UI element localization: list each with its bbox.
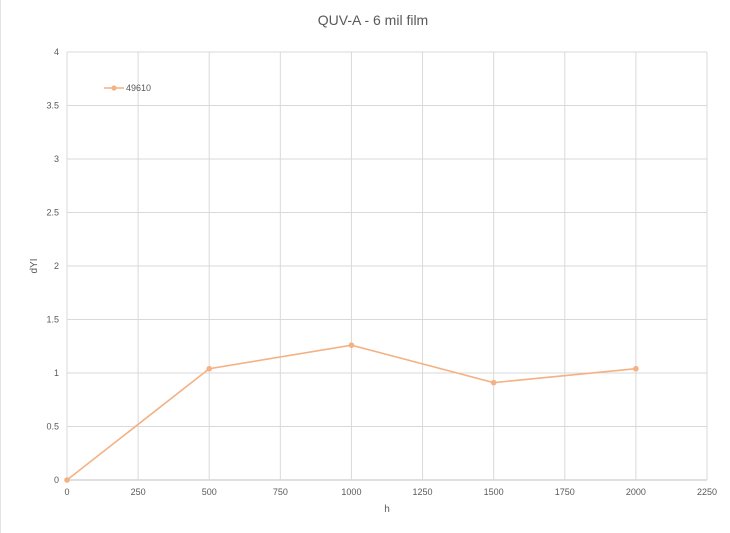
x-tick-label: 2000 <box>626 487 646 497</box>
series-layer <box>64 342 639 483</box>
x-tick-label: 2250 <box>697 487 717 497</box>
data-point <box>206 365 213 372</box>
x-tick-label: 1500 <box>484 487 504 497</box>
data-point <box>348 342 355 348</box>
y-tick-label: 1.5 <box>46 315 59 325</box>
y-tick-label: 4 <box>54 47 59 57</box>
y-tick-label: 2.5 <box>46 208 59 218</box>
x-tick-label: 250 <box>131 487 146 497</box>
y-axis-label: dYI <box>29 258 40 273</box>
y-tick-label: 0 <box>54 475 59 485</box>
tick-labels: 0 0.5 1 1.5 2 2.5 3 3.5 4 0 250 500 750 1000 1250 1500 1… <box>46 47 717 497</box>
x-tick-label: 1000 <box>341 487 361 497</box>
y-tick-label: 3.5 <box>46 101 59 111</box>
x-tick-label: 500 <box>202 487 217 497</box>
legend-marker-49610 <box>111 85 117 91</box>
x-tick-label: 750 <box>273 487 288 497</box>
x-tick-label: 1250 <box>413 487 433 497</box>
y-tick-label: 0.5 <box>46 422 59 432</box>
x-tick-label: 0 <box>64 487 69 497</box>
data-point <box>490 379 497 386</box>
y-tick-label: 3 <box>54 154 59 164</box>
y-tick-label: 2 <box>54 261 59 271</box>
data-point <box>633 365 639 372</box>
data-point <box>64 477 70 483</box>
legend: 49610 <box>104 83 151 93</box>
legend-label-49610: 49610 <box>126 83 151 93</box>
x-axis-label: h <box>384 504 390 515</box>
x-tick-label: 1750 <box>555 487 575 497</box>
y-tick-label: 1 <box>54 368 59 378</box>
gridlines <box>66 51 708 481</box>
chart-title: QUV-A - 6 mil film <box>318 12 428 28</box>
